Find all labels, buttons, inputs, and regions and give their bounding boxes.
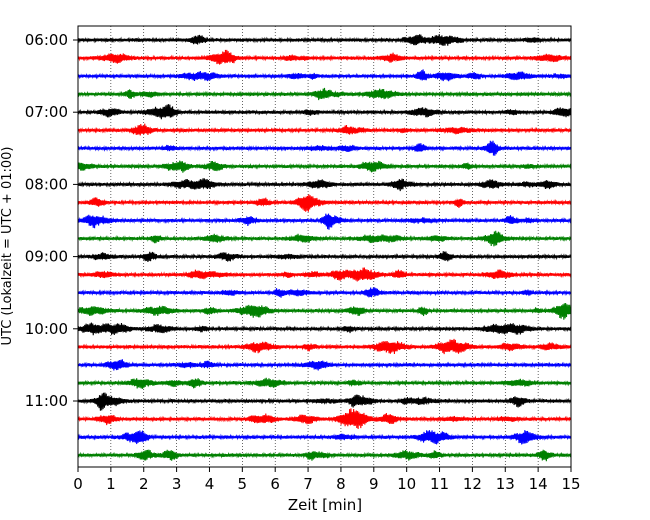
x-tick-label: 9: [369, 475, 379, 493]
x-tick-label: 7: [303, 475, 313, 493]
x-tick-label: 11: [430, 475, 449, 493]
x-tick-label: 13: [496, 475, 515, 493]
trace-line: [77, 267, 572, 282]
x-tick-label: 0: [73, 475, 83, 493]
x-tick-label: 15: [561, 475, 580, 493]
x-tick-label: 10: [397, 475, 416, 493]
trace-line: [77, 140, 572, 156]
y-tick-label: 06:00: [25, 31, 68, 49]
x-tick-label: 8: [336, 475, 346, 493]
plot-background: [78, 26, 571, 467]
x-tick-label: 12: [463, 475, 482, 493]
y-tick-label: 09:00: [25, 248, 68, 266]
trace-line: [77, 194, 572, 212]
trace-line: [77, 213, 572, 230]
trace-line: [77, 69, 572, 82]
trace-line: [77, 123, 572, 136]
trace-line: [77, 251, 572, 262]
trace-line: [77, 377, 572, 389]
trace-line: [77, 34, 572, 46]
y-tick-label: 07:00: [25, 103, 68, 121]
trace-line: [77, 392, 572, 411]
trace-line: [77, 160, 572, 173]
x-axis-label: Zeit [min]: [288, 496, 362, 514]
y-tick-label: 10:00: [25, 320, 68, 338]
trace-line: [77, 178, 572, 192]
x-tick-label: 6: [270, 475, 280, 493]
x-axis-ticks: 0 1 2 3 4 5 6 7 8 9 10 11 12 13 14 15: [73, 467, 581, 493]
y-axis-label: UTC (Lokalzeit = UTC + 01:00): [0, 147, 15, 346]
x-tick-label: 3: [172, 475, 182, 493]
trace-line: [77, 287, 572, 298]
trace-line: [77, 49, 572, 65]
y-axis-ticks: 06:00 07:00 08:00 09:00 10:00 11:00: [25, 31, 78, 410]
x-tick-label: 2: [139, 475, 149, 493]
trace-line: [77, 430, 572, 445]
y-tick-label: 11:00: [25, 392, 68, 410]
trace-line: [77, 104, 572, 120]
trace-line: [77, 338, 572, 355]
trace-line: [77, 87, 572, 101]
trace-line: [77, 449, 572, 462]
trace-line: [77, 303, 572, 320]
trace-group: [77, 34, 572, 462]
trace-line: [77, 359, 572, 371]
trace-line: [77, 408, 572, 429]
x-tick-label: 14: [529, 475, 548, 493]
plot-frame: [77, 25, 572, 468]
trace-line: [77, 230, 572, 247]
x-tick-label: 4: [205, 475, 215, 493]
trace-line: [77, 322, 572, 336]
x-tick-label: 1: [106, 475, 116, 493]
y-tick-label: 08:00: [25, 175, 68, 193]
x-tick-label: 5: [238, 475, 248, 493]
